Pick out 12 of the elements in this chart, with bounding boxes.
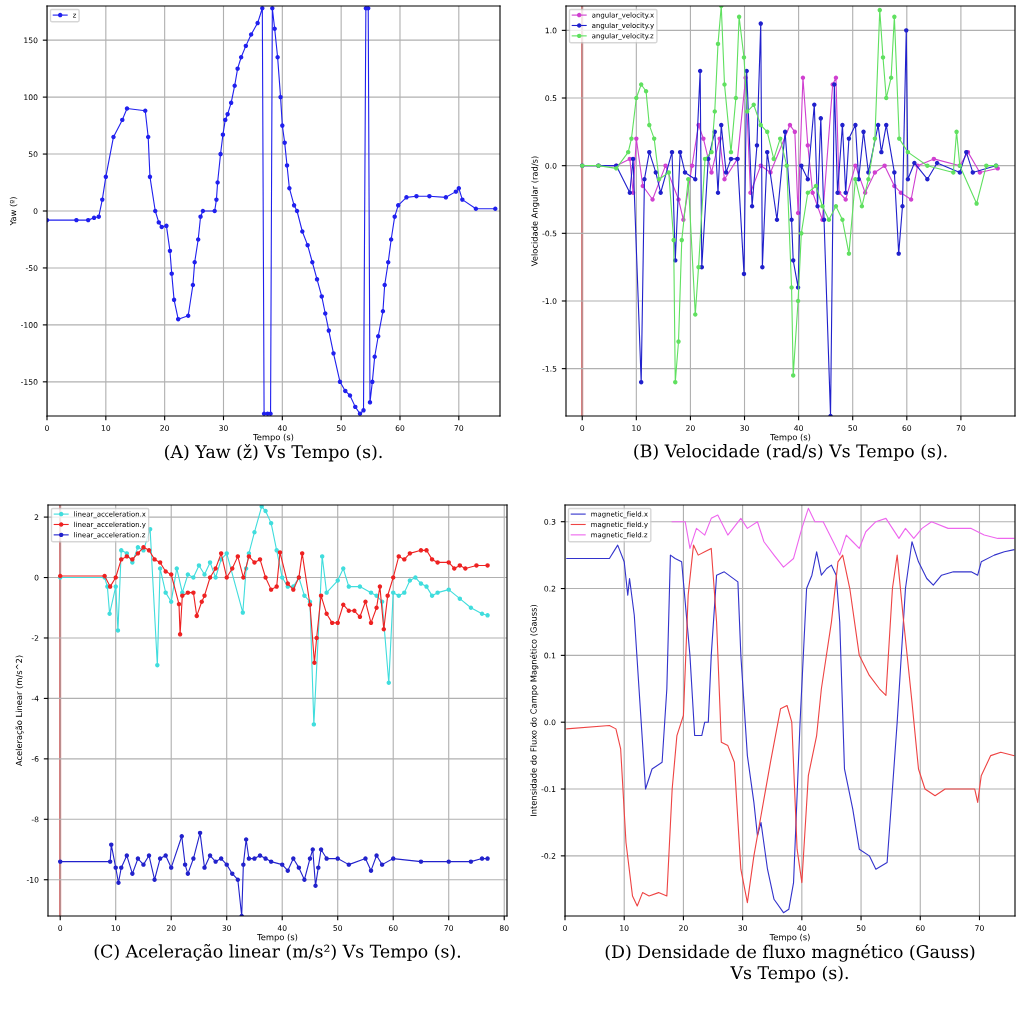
x-axis-title: Tempo (s) xyxy=(257,933,298,942)
x-axis-title: Tempo (s) xyxy=(770,433,811,442)
y-axis-title: Aceleração Linear (m/s^2) xyxy=(15,655,24,767)
text: (A) Yaw (ž) Vs Tempo (s). xyxy=(165,444,382,462)
y-axis-title: Intensidade do Fluxo do Campo Magnético (Gauss) xyxy=(529,605,539,816)
y-axis-title: Velocidade Angular (rad/s) xyxy=(531,156,540,267)
text: (D) Densidade de fluxo magnético (Gauss) Vs Tempo (s). xyxy=(605,944,975,983)
text: (B) Velocidade (rad/s) Vs Tempo (s). xyxy=(634,444,947,461)
x-axis-title: Tempo (s) xyxy=(769,933,810,942)
y-axis-title: Yaw (º) xyxy=(9,197,18,226)
text: (C) Aceleração linear (m/s²) Vs Tempo (s). xyxy=(94,944,461,962)
x-axis-title: Tempo (s) xyxy=(253,433,294,442)
